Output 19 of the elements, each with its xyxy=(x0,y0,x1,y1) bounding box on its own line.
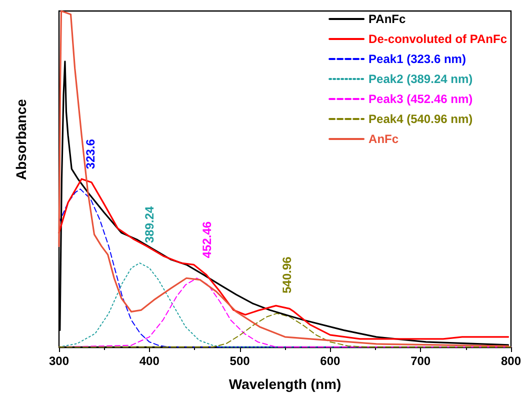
x-tick-label: 600 xyxy=(320,354,341,368)
annotation: 540.96 xyxy=(280,256,294,294)
y-axis-title: Absorbance xyxy=(13,98,29,180)
annotation: 389.24 xyxy=(142,206,157,243)
annotation: 323.6 xyxy=(83,138,98,170)
x-tick-label: 300 xyxy=(48,354,70,368)
x-tick-label: 400 xyxy=(139,354,160,368)
legend-label: PAnFc xyxy=(368,12,406,26)
legend-label: AnFc xyxy=(368,132,399,146)
legend-label: Peak1 (323.6 nm) xyxy=(368,52,466,66)
annotation: 452.46 xyxy=(200,221,214,258)
x-axis-title: Wavelength (nm) xyxy=(228,376,342,392)
legend-label: Peak3 (452.46 nm) xyxy=(368,92,473,106)
legend-label: Peak2 (389.24 nm) xyxy=(368,72,473,86)
x-tick-label: 700 xyxy=(410,354,431,368)
legend-label: Peak4 (540.96 nm) xyxy=(368,112,473,126)
x-tick-label: 800 xyxy=(500,354,522,368)
legend-label: De-convoluted of PAnFc xyxy=(368,32,508,46)
x-tick-label: 500 xyxy=(230,354,250,368)
